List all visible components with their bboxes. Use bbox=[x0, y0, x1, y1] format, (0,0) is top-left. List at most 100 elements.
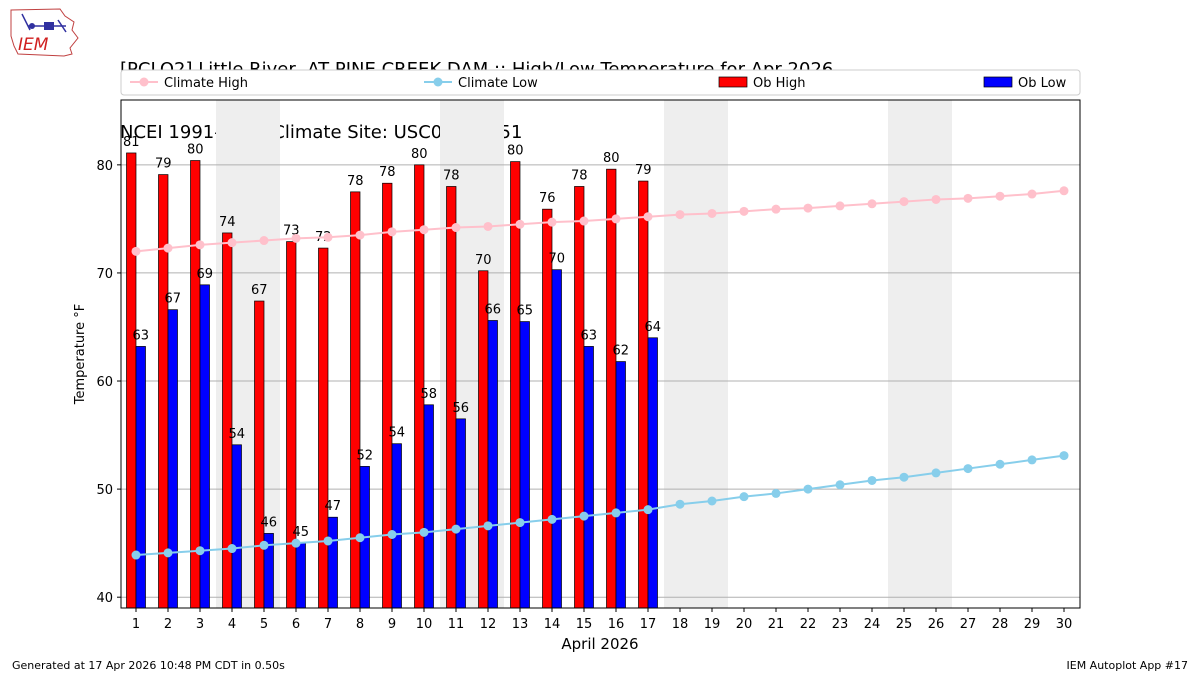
weekend-shade bbox=[888, 100, 920, 608]
climate-low-point bbox=[163, 548, 173, 558]
ob-low-bar bbox=[295, 542, 306, 609]
plot-area: 4050607080816379678069745467467345724778… bbox=[96, 99, 1081, 632]
climate-high-point bbox=[163, 243, 173, 253]
legend-ob-high-swatch bbox=[718, 76, 748, 88]
climate-high-point bbox=[131, 246, 141, 256]
x-tick-label: 4 bbox=[228, 617, 236, 632]
ob-high-bar bbox=[318, 247, 329, 609]
ob-high-label: 74 bbox=[219, 215, 236, 230]
climate-high-point bbox=[195, 240, 205, 250]
climate-low-point bbox=[707, 496, 717, 506]
climate-low-point bbox=[355, 533, 365, 543]
climate-high-point bbox=[899, 197, 909, 207]
x-tick-label: 1 bbox=[132, 617, 140, 632]
climate-low-point bbox=[387, 530, 397, 540]
ob-low-bar bbox=[551, 269, 562, 609]
ob-high-label: 80 bbox=[507, 144, 524, 159]
climate-high-point bbox=[1027, 189, 1037, 199]
climate-low-point bbox=[579, 511, 589, 521]
x-tick-label: 22 bbox=[800, 617, 817, 632]
ob-high-label: 76 bbox=[539, 191, 556, 206]
climate-high-point bbox=[579, 216, 589, 226]
x-tick-label: 29 bbox=[1024, 617, 1041, 632]
x-tick-label: 23 bbox=[832, 617, 849, 632]
x-tick-label: 7 bbox=[324, 617, 332, 632]
climate-high-point bbox=[387, 227, 397, 237]
ob-low-bar bbox=[231, 444, 242, 609]
climate-high-point bbox=[259, 236, 269, 246]
ob-low-bar bbox=[519, 321, 530, 609]
x-tick-label: 10 bbox=[416, 617, 433, 632]
x-tick-label: 24 bbox=[864, 617, 881, 632]
climate-low-point bbox=[643, 505, 653, 515]
y-tick-label: 60 bbox=[96, 375, 113, 390]
ob-low-bar bbox=[199, 284, 210, 609]
climate-low-point bbox=[931, 468, 941, 478]
x-tick-label: 13 bbox=[512, 617, 529, 632]
ob-low-label: 66 bbox=[484, 302, 501, 317]
climate-high-point bbox=[867, 199, 877, 209]
ob-low-bar bbox=[455, 418, 466, 609]
climate-high-point bbox=[771, 204, 781, 214]
y-tick-label: 80 bbox=[96, 159, 113, 174]
ob-low-label: 63 bbox=[132, 328, 149, 343]
weekend-shade bbox=[920, 100, 952, 608]
x-tick-label: 18 bbox=[672, 617, 689, 632]
ob-low-bar bbox=[135, 346, 146, 609]
climate-high-point bbox=[675, 210, 685, 220]
ob-high-bar bbox=[190, 160, 201, 609]
climate-low-point bbox=[291, 538, 301, 548]
x-tick-label: 16 bbox=[608, 617, 625, 632]
climate-low-line bbox=[135, 454, 1065, 557]
climate-high-point bbox=[483, 221, 493, 231]
ob-low-label: 47 bbox=[324, 499, 341, 514]
x-tick-label: 12 bbox=[480, 617, 497, 632]
x-tick-label: 8 bbox=[356, 617, 364, 632]
ob-low-label: 62 bbox=[612, 344, 629, 359]
ob-low-bar bbox=[391, 443, 402, 609]
x-tick-label: 5 bbox=[260, 617, 268, 632]
ob-high-bar bbox=[574, 186, 585, 609]
climate-high-point bbox=[835, 201, 845, 211]
climate-low-point bbox=[1059, 451, 1069, 461]
x-tick-label: 6 bbox=[292, 617, 300, 632]
x-tick-label: 30 bbox=[1056, 617, 1073, 632]
x-tick-label: 3 bbox=[196, 617, 204, 632]
ob-low-label: 64 bbox=[644, 320, 661, 335]
climate-high-point bbox=[355, 230, 365, 240]
generated-footer: Generated at 17 Apr 2026 10:48 PM CDT in… bbox=[12, 659, 285, 672]
ob-low-label: 56 bbox=[452, 401, 469, 416]
climate-low-point bbox=[195, 546, 205, 556]
climate-low-point bbox=[963, 464, 973, 474]
climate-high-point bbox=[291, 233, 301, 243]
climate-low-point bbox=[771, 488, 781, 498]
climate-low-point bbox=[547, 514, 557, 524]
app-footer: IEM Autoplot App #17 bbox=[1066, 659, 1189, 672]
x-tick-label: 9 bbox=[388, 617, 396, 632]
climate-low-point bbox=[131, 550, 141, 560]
legend-climate-high: Climate High bbox=[130, 76, 248, 91]
x-tick-label: 11 bbox=[448, 617, 465, 632]
x-tick-label: 27 bbox=[960, 617, 977, 632]
climate-high-point bbox=[547, 217, 557, 227]
legend-climate-low: Climate Low bbox=[424, 76, 538, 91]
climate-high-point bbox=[995, 191, 1005, 201]
ob-low-label: 63 bbox=[580, 328, 597, 343]
climate-high-point bbox=[931, 194, 941, 204]
ob-high-label: 79 bbox=[635, 163, 652, 178]
ob-high-bar bbox=[126, 152, 137, 609]
climate-low-point bbox=[739, 492, 749, 502]
weekend-shade bbox=[664, 100, 696, 608]
legend-box bbox=[120, 69, 1081, 96]
ob-high-label: 70 bbox=[475, 253, 492, 268]
legend-ob-low-label: Ob Low bbox=[1018, 76, 1067, 91]
y-tick-label: 70 bbox=[96, 267, 113, 282]
climate-high-line bbox=[135, 189, 1065, 253]
legend-ob-low-swatch bbox=[983, 76, 1013, 88]
ob-high-label: 67 bbox=[251, 283, 268, 298]
y-tick-label: 40 bbox=[96, 591, 113, 606]
climate-low-point bbox=[323, 536, 333, 546]
climate-low-point bbox=[867, 475, 877, 485]
ob-high-label: 78 bbox=[347, 174, 364, 189]
